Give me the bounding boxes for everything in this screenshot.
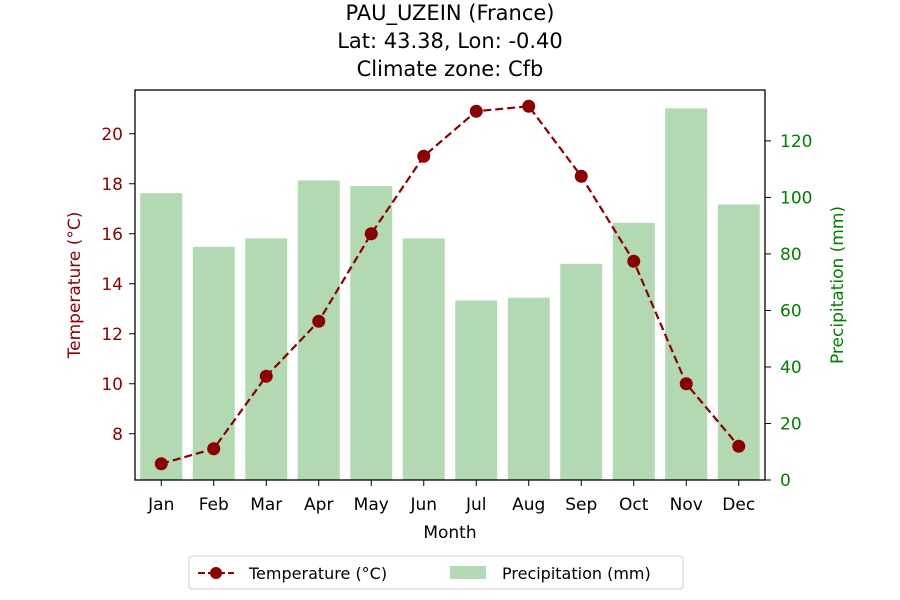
left-y-tick-label: 8 (112, 425, 123, 445)
x-tick-label: Jul (465, 495, 487, 515)
x-tick-label: Nov (670, 495, 703, 515)
right-y-tick-label: 0 (780, 471, 791, 491)
temperature-point-jul (469, 104, 483, 118)
precipitation-bar-apr (297, 180, 340, 480)
temperature-point-mar (259, 369, 273, 383)
precipitation-bar-feb (192, 246, 235, 480)
x-axis: Jan Feb Mar Apr May Jun Jul Aug Sep Oct Nov Dec (147, 480, 755, 515)
chart-title: PAU_UZEIN (France) Lat: 43.38, Lon: -0.40… (337, 1, 563, 81)
right-y-tick-label: 100 (780, 188, 812, 208)
title-line-2: Lat: 43.38, Lon: -0.40 (337, 29, 563, 53)
legend-temperature-marker (210, 567, 222, 579)
temperature-point-dec (732, 439, 746, 453)
right-y-axis-label: Precipitation (mm) (828, 206, 848, 364)
legend-frame (188, 555, 684, 590)
left-y-tick-label: 20 (101, 125, 123, 145)
precipitation-bar-dec (717, 204, 760, 480)
title-line-1: PAU_UZEIN (France) (345, 1, 554, 26)
legend-precipitation-swatch (450, 566, 486, 579)
precipitation-bar-nov (665, 108, 708, 481)
temperature-point-apr (312, 314, 326, 328)
right-y-tick-label: 40 (780, 358, 802, 378)
legend-precipitation-label: Precipitation (mm) (502, 564, 651, 583)
left-y-tick-label: 14 (101, 275, 123, 295)
title-line-3: Climate zone: Cfb (357, 57, 544, 81)
precipitation-bar-mar (245, 238, 288, 480)
temperature-point-oct (627, 254, 641, 268)
x-tick-label: Mar (250, 495, 282, 515)
x-tick-label: Oct (619, 495, 649, 515)
temperature-line (154, 99, 746, 471)
temperature-point-jun (417, 149, 431, 163)
x-tick-label: Jan (147, 495, 174, 515)
x-tick-label: Feb (199, 495, 229, 515)
x-axis-label: Month (423, 523, 476, 543)
right-y-tick-label: 60 (780, 301, 802, 321)
left-y-tick-label: 16 (101, 225, 123, 245)
legend: Temperature (°C) Precipitation (mm) (188, 555, 684, 590)
legend-temperature-label: Temperature (°C) (248, 564, 387, 583)
temperature-point-aug (522, 99, 536, 113)
precipitation-bars (140, 108, 760, 481)
x-tick-label: Dec (722, 495, 755, 515)
x-tick-label: Aug (512, 495, 545, 515)
temperature-series-line (160, 105, 740, 465)
plot-frame (134, 89, 766, 481)
right-y-tick-label: 20 (780, 414, 802, 434)
temperature-point-jan (154, 457, 168, 471)
right-y-tick-label: 120 (780, 132, 812, 152)
precipitation-bar-sep (560, 263, 603, 480)
precipitation-bar-jul (455, 300, 498, 480)
right-y-axis: 0 20 40 60 80 100 120 (765, 132, 812, 491)
precipitation-bar-aug (507, 297, 550, 480)
left-y-tick-label: 12 (101, 325, 123, 345)
right-y-tick-label: 80 (780, 245, 802, 265)
temperature-point-nov (679, 377, 693, 391)
left-y-axis: 8 10 12 14 16 18 20 (101, 125, 135, 445)
left-y-axis-label: Temperature (°C) (65, 212, 85, 360)
temperature-point-feb (207, 442, 221, 456)
precipitation-bar-jan (140, 193, 183, 480)
left-y-tick-label: 10 (101, 375, 123, 395)
left-y-tick-label: 18 (101, 175, 123, 195)
precipitation-bar-jun (402, 238, 445, 480)
x-tick-label: Apr (304, 495, 333, 515)
x-tick-label: Jun (409, 495, 437, 515)
temperature-point-may (364, 227, 378, 241)
x-tick-label: Sep (565, 495, 597, 515)
temperature-point-sep (574, 169, 588, 183)
x-tick-label: May (354, 495, 389, 515)
